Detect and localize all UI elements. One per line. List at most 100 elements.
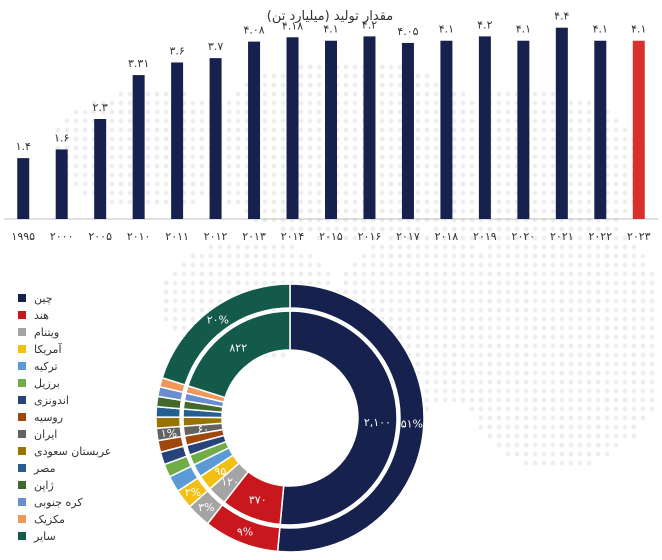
legend-label: چین [34,292,53,305]
bar [517,40,530,219]
bar-value-label: ۳.۷ [208,40,223,53]
x-tick-label: ۲۰۱۲ [204,230,228,243]
inner-slice-label: ۳۷۰ [249,493,267,506]
bar-value-label: ۴.۴ [554,10,569,23]
inner-slice-label: ۲,۱۰۰ [364,416,391,429]
outer-slice-label: ۱% [161,427,177,440]
x-tick-label: ۲۰۱۶ [358,230,382,243]
bar-value-label: ۱.۴ [16,140,31,153]
legend-swatch [18,515,26,523]
legend-swatch [18,362,26,370]
bar [94,119,107,219]
bar [132,75,145,219]
outer-slice-label: ۹% [237,525,253,538]
inner-slice-label: ۸۲۲ [229,341,247,354]
legend-swatch [18,379,26,387]
bar [209,58,222,220]
bar [401,42,414,220]
legend: چین هند ویتنام آمریکا ترکیه برزیل اندونزی روسیه… [18,292,111,543]
bar [55,149,68,219]
bar-value-label: ۴.۱ [439,23,454,36]
legend-label: مصر [33,462,56,475]
bar [286,37,299,220]
bar-value-label: ۴.۲ [362,18,377,31]
x-tick-label: ۲۰۱۹ [473,230,497,243]
bar [17,158,30,219]
bar [325,40,337,219]
inner-slice-label: ۹۵ [214,465,226,478]
legend-label: ترکیه [34,360,58,373]
bar-value-label: ۳.۳۱ [128,57,149,70]
x-tick-label: ۲۰۰۵ [88,230,112,243]
legend-label: روسیه [34,411,63,424]
x-tick-label: ۲۰۲۰ [512,230,536,243]
legend-swatch [18,481,26,489]
bar [594,40,607,219]
legend-swatch [18,413,26,421]
legend-swatch [18,498,26,506]
inner-slice-label: ۶۰ [197,423,209,436]
bar [248,41,261,219]
bar [555,27,568,220]
legend-swatch [18,345,26,353]
bar-value-label: ۲.۳ [93,101,108,114]
bar-value-label: ۴.۰۵ [397,25,418,38]
inner-slice-label: ۱۲۰ [221,476,239,489]
bar [440,40,453,219]
bar-value-label: ۴.۱ [593,23,608,36]
chart-title: مقدار تولید (میلیارد تن) [267,9,394,24]
x-tick-label: ۲۰۱۴ [281,230,305,243]
x-tick-label: ۲۰۱۸ [435,230,459,243]
bar [171,62,184,220]
legend-label: کره جنوبی [34,496,83,509]
outer-slice-label: ۲۰% [207,314,229,327]
legend-label: عربستان سعودی [34,445,111,458]
x-tick-label: ۲۰۲۱ [550,230,574,243]
outer-slice-label: ۳% [198,501,214,514]
x-tick-label: ۲۰۲۲ [588,230,612,243]
bar [478,36,491,220]
inner-ring-slice [186,310,291,399]
x-tick-label: ۲۰۱۵ [319,230,343,243]
legend-label: مکزیک [34,513,65,526]
legend-label: هند [34,309,49,322]
legend-swatch [18,447,26,455]
legend-swatch [18,311,26,319]
x-tick-label: ۲۰۱۳ [242,230,266,243]
outer-slice-label: ۵۱% [401,418,423,431]
x-tick-label: ۲۰۱۷ [396,230,420,243]
bar-value-label: ۴.۱ [516,23,531,36]
outer-slice-label: ۲% [185,486,201,499]
legend-swatch [18,396,26,404]
outer-ring-slice [161,283,291,386]
production-bar-chart: مقدار تولید (میلیارد تن) ۱.۴ ۱۹۹۵ ۱.۶ ۲۰۰۰ ۲… [4,9,658,243]
bar-value-label: ۴.۰۸ [243,24,264,37]
x-tick-label: ۲۰۱۰ [127,230,151,243]
bar-value-label: ۴.۱ [631,23,646,36]
legend-label: ژاپن [34,479,54,492]
legend-label: ایران [34,428,57,441]
x-tick-label: ۱۹۹۵ [11,230,35,243]
legend-swatch [18,430,26,438]
legend-label: آمریکا [34,342,62,356]
bar-value-label: ۱.۶ [54,131,69,144]
legend-label: اندونزی [34,394,69,407]
legend-swatch [18,464,26,472]
legend-swatch [18,328,26,336]
legend-swatch [18,532,26,540]
bar [363,36,376,220]
bar [632,40,645,219]
bar-value-label: ۴.۱۸ [282,19,303,32]
inner-ring-slice [279,310,398,526]
outer-ring-slice [155,416,182,430]
x-tick-label: ۲۰۱۱ [165,230,189,243]
bar-value-label: ۴.۱ [323,23,338,36]
legend-label: برزیل [34,377,60,390]
bar-value-label: ۳.۶ [169,44,184,57]
bar-value-label: ۴.۲ [477,18,492,31]
x-tick-label: ۲۰۰۰ [50,230,74,243]
legend-swatch [18,294,26,302]
legend-label: سایر [33,530,56,543]
